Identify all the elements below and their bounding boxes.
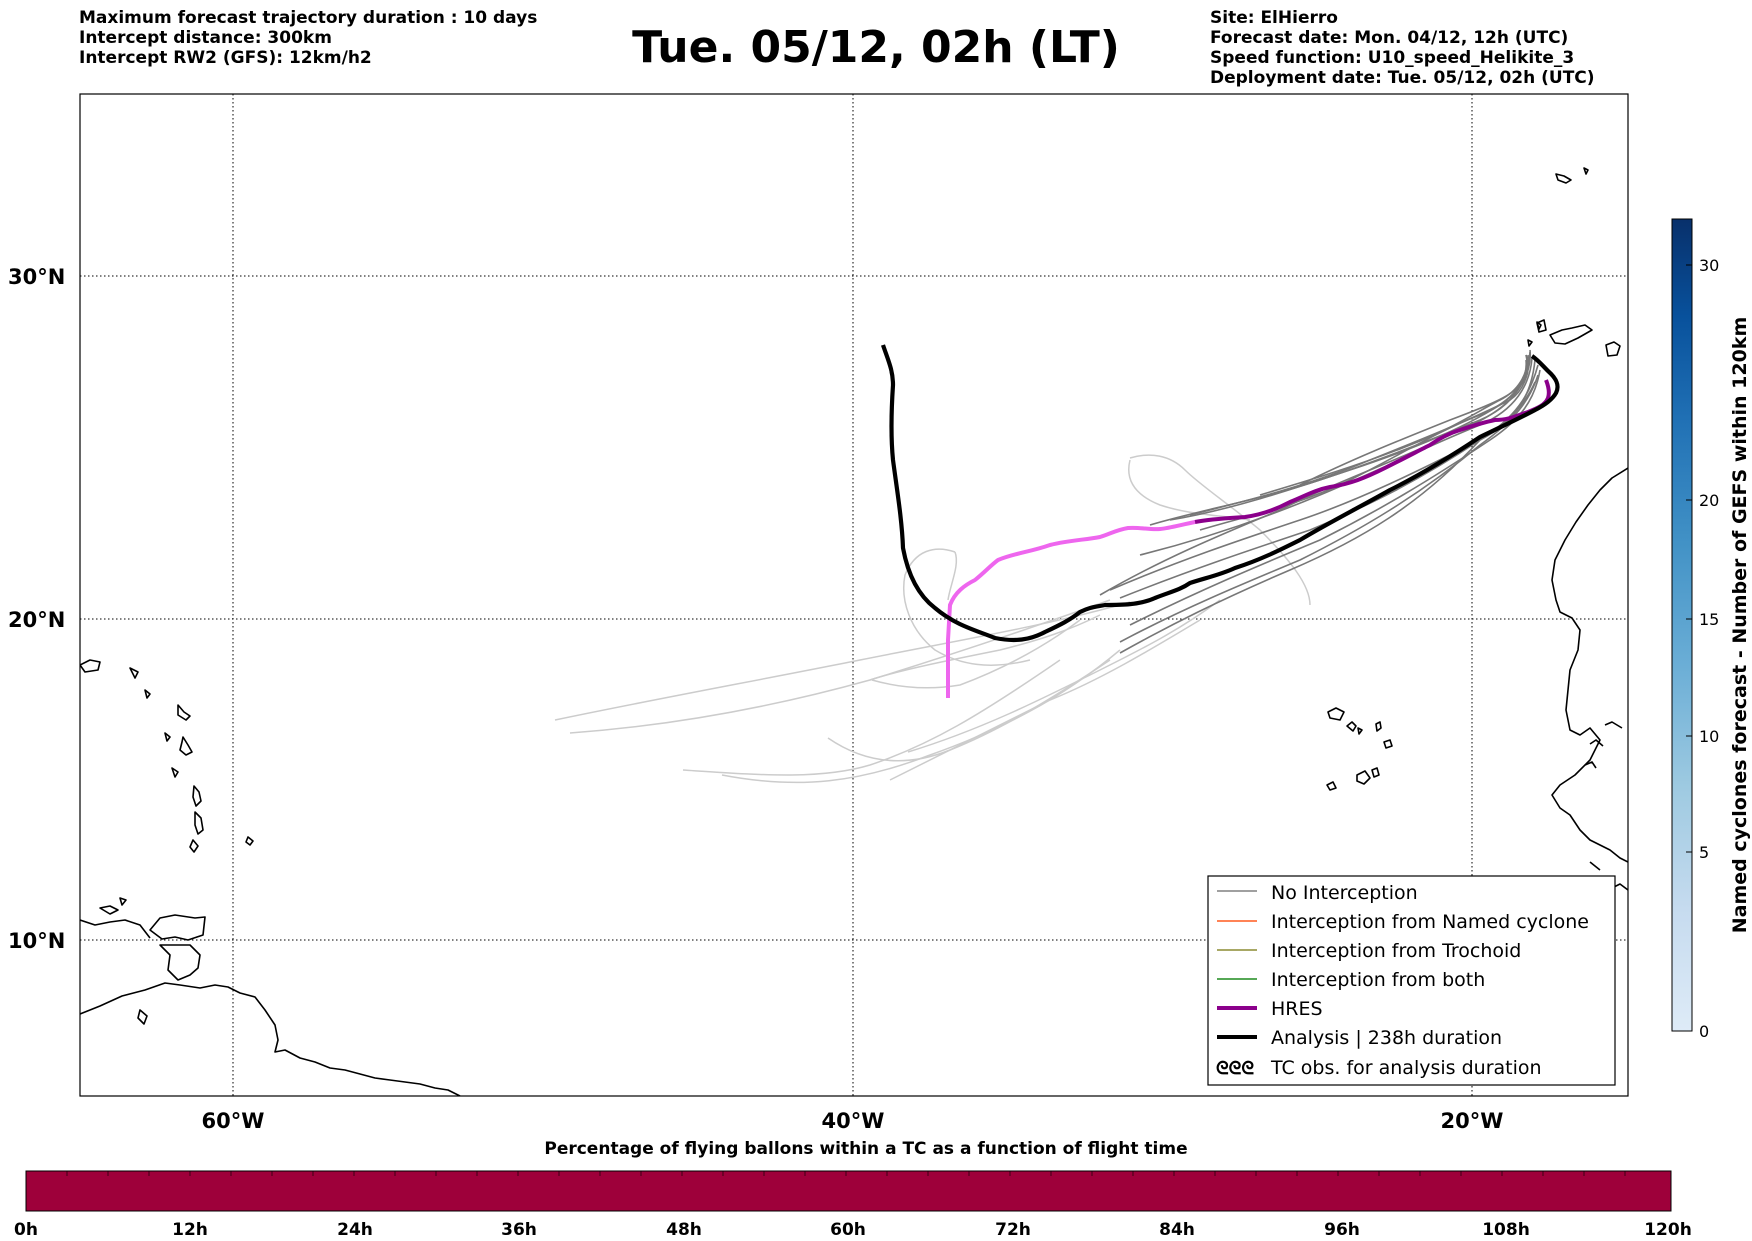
- max-duration-text: Maximum forecast trajectory duration : 1…: [79, 8, 538, 28]
- windwards: [99, 897, 127, 915]
- coastlines: [80, 167, 1628, 1096]
- south-america-coast: [80, 982, 461, 1096]
- cape-verde-4: [1383, 739, 1393, 749]
- speed-function-text: Speed function: U10_speed_Helikite_3: [1210, 48, 1575, 68]
- flight-time-bar-title: Percentage of flying ballons within a TC…: [544, 1139, 1187, 1159]
- colorbar-tick-0: 0: [1699, 1022, 1709, 1041]
- colorbar-tick-15: 15: [1699, 610, 1719, 629]
- barbados: [245, 836, 254, 846]
- intercept-rw2-text: Intercept RW2 (GFS): 12km/h2: [79, 48, 372, 68]
- cape-verde-5: [1356, 770, 1371, 785]
- cape-verde-6: [1371, 767, 1380, 778]
- canary-lanzarote: [1549, 324, 1593, 345]
- analysis-track: [881, 344, 1560, 643]
- page-title: Tue. 05/12, 02h (LT): [632, 22, 1120, 73]
- graticule: [80, 94, 1628, 1096]
- flight-time-tick-96h: 96h: [1324, 1220, 1360, 1240]
- flight-time-tick-12h: 12h: [172, 1220, 208, 1240]
- flight-time-tick-72h: 72h: [995, 1220, 1031, 1240]
- cape-verde-1: [1327, 707, 1345, 721]
- colorbar-tick-30: 30: [1699, 256, 1719, 275]
- antilles-1: [164, 732, 179, 778]
- st-lucia: [189, 839, 199, 853]
- venezuela-coast: [80, 919, 151, 939]
- legend-label-no-interception: No Interception: [1271, 882, 1418, 904]
- flight-time-tick-48h: 48h: [666, 1220, 702, 1240]
- flight-time-bar: Percentage of flying ballons within a TC…: [14, 1139, 1692, 1240]
- grenada: [137, 1009, 148, 1025]
- colorbar-tick-5: 5: [1699, 843, 1709, 862]
- legend-label-hres: HRES: [1271, 998, 1323, 1020]
- lon-label-20w: 20°W: [1441, 1109, 1504, 1133]
- caribbean-coast-1: [159, 944, 201, 981]
- header-right-info: Site: ElHierro Forecast date: Mon. 04/12…: [1210, 8, 1595, 88]
- canary-gran-canaria: [1605, 341, 1621, 357]
- header-left-info: Maximum forecast trajectory duration : 1…: [79, 8, 537, 68]
- colorbar-label: Named cyclones forecast - Number of GEFS…: [1729, 317, 1751, 934]
- flight-time-bar-ticks: [66, 1171, 1626, 1176]
- flight-time-tick-84h: 84h: [1159, 1220, 1195, 1240]
- africa-coast: [1551, 467, 1628, 863]
- virgin-isles: [129, 667, 151, 699]
- site-text: Site: ElHierro: [1210, 8, 1338, 28]
- legend-label-tc-obs: TC obs. for analysis duration: [1270, 1057, 1542, 1079]
- colorbar-tick-20: 20: [1699, 491, 1719, 510]
- ensemble-dark-tracks: [1099, 349, 1541, 654]
- lat-label-20n: 20°N: [8, 608, 65, 632]
- trinidad-coast: [149, 914, 206, 941]
- forecast-date-text: Forecast date: Mon. 04/12, 12h (UTC): [1210, 28, 1569, 48]
- flight-time-tick-36h: 36h: [501, 1220, 537, 1240]
- dakar-bits: [1584, 721, 1623, 769]
- dominica: [192, 785, 202, 807]
- puerto-rico: [80, 659, 101, 673]
- legend-box: [1207, 875, 1616, 1086]
- cape-verde-2: [1346, 721, 1363, 735]
- cape-verde-7: [1326, 781, 1337, 791]
- flight-time-tick-108h: 108h: [1482, 1220, 1530, 1240]
- canary-gomera: [1527, 339, 1533, 347]
- lat-label-30n: 30°N: [8, 265, 65, 289]
- map-area: [80, 94, 1628, 1096]
- legend: No Interception Interception from Named …: [1207, 875, 1616, 1086]
- legend-label-analysis: Analysis | 238h duration: [1271, 1027, 1502, 1049]
- flight-time-bar-fill: [25, 1170, 1672, 1212]
- deployment-date-text: Deployment date: Tue. 05/12, 02h (UTC): [1210, 68, 1595, 88]
- lat-label-10n: 10°N: [8, 929, 65, 953]
- cape-verde-3: [1375, 721, 1382, 732]
- lon-label-40w: 40°W: [822, 1109, 885, 1133]
- flight-time-tick-24h: 24h: [337, 1220, 373, 1240]
- legend-label-both: Interception from both: [1271, 969, 1485, 991]
- hres-track-early: [946, 520, 1196, 698]
- lon-label-60w: 60°W: [202, 1109, 265, 1133]
- tc-obs-symbol-icon: ᘓᘓᘓ: [1216, 1058, 1254, 1079]
- flight-time-tick-120h: 120h: [1644, 1220, 1692, 1240]
- canary-hierro: [1536, 321, 1542, 330]
- legend-label-trochoid: Interception from Trochoid: [1271, 940, 1521, 962]
- martinique: [194, 811, 204, 835]
- guadeloupe: [179, 736, 193, 756]
- intercept-distance-text: Intercept distance: 300km: [79, 28, 332, 48]
- madeira: [1555, 167, 1589, 184]
- leeward-isles: [177, 704, 191, 721]
- legend-label-named-cyclone: Interception from Named cyclone: [1271, 911, 1589, 933]
- colorbar: 0 5 10 15 20 30 Named cyclones forecast …: [1671, 218, 1751, 1041]
- colorbar-tick-10: 10: [1699, 727, 1719, 746]
- flight-time-tick-60h: 60h: [830, 1220, 866, 1240]
- ensemble-light-tracks: [554, 454, 1311, 784]
- flight-time-tick-0h: 0h: [14, 1220, 38, 1240]
